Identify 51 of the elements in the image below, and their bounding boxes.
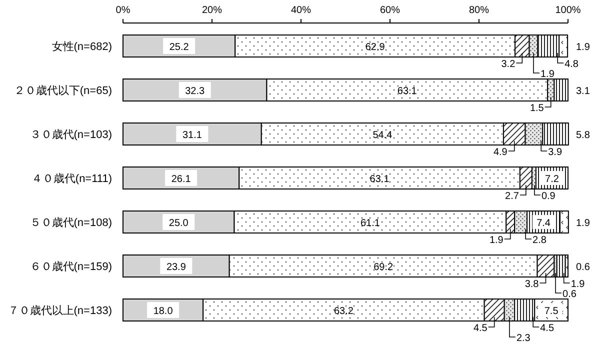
- data-label: 18.0: [153, 306, 174, 317]
- y-tick-label: 女性(n=682): [52, 41, 112, 53]
- data-label: 3.2: [501, 59, 516, 70]
- y-tick-label: ６０歳代(n=159): [30, 260, 112, 273]
- data-label: 0.9: [541, 191, 556, 202]
- data-label: 63.2: [334, 306, 354, 317]
- data-label: 69.2: [374, 262, 394, 273]
- x-tick-label: 40%: [290, 5, 312, 16]
- data-label: 1.9: [576, 42, 590, 53]
- data-label: 2.8: [532, 235, 547, 246]
- data-label: 4.5: [473, 323, 488, 334]
- y-tick-label: ４０歳代(n=111): [31, 172, 112, 185]
- x-tick-label: 80%: [468, 5, 490, 16]
- data-label: 61.1: [360, 218, 380, 229]
- x-tick-label: 0%: [116, 5, 130, 16]
- y-tick-label: ２０歳代以下(n=65): [14, 84, 112, 97]
- data-label: 7.2: [545, 174, 560, 185]
- y-tick-label: ３０歳代(n=103): [30, 128, 112, 141]
- y-tick-label: ７０歳代以上(n=133): [8, 304, 112, 317]
- data-label: 1.9: [489, 235, 504, 246]
- data-label: 25.2: [169, 42, 190, 53]
- x-tick-label: 20%: [202, 5, 222, 16]
- data-label: 7.4: [536, 218, 551, 229]
- y-tick-label: ５０歳代(n=108): [30, 216, 112, 229]
- data-label: 2.3: [516, 333, 531, 344]
- data-label: 3.8: [524, 279, 540, 290]
- data-label: 62.9: [365, 42, 386, 53]
- data-label: 0.6: [562, 289, 577, 300]
- data-label: 1.9: [576, 218, 590, 229]
- data-label: 63.1: [397, 86, 418, 97]
- data-label: 54.4: [372, 130, 393, 141]
- data-label: 23.9: [166, 262, 186, 273]
- data-label: 31.1: [182, 130, 202, 141]
- data-label: 4.5: [540, 323, 554, 334]
- data-label: 7.5: [544, 306, 559, 317]
- data-label: 4.9: [493, 147, 508, 158]
- data-label: 26.1: [171, 174, 192, 185]
- data-label: 1.9: [540, 69, 555, 80]
- data-label: 2.7: [505, 191, 520, 202]
- data-label: 25.0: [168, 218, 189, 229]
- data-label: 3.1: [576, 86, 590, 97]
- x-tick-label: 60%: [380, 5, 400, 16]
- x-tick-label: 100%: [555, 5, 581, 16]
- data-label: 32.3: [185, 86, 206, 97]
- data-label: 4.8: [564, 59, 579, 70]
- data-label: 5.8: [576, 130, 590, 141]
- data-label: 63.1: [370, 174, 390, 185]
- data-label: 1.5: [530, 103, 544, 114]
- data-label: 3.9: [548, 147, 562, 158]
- data-label: 0.6: [576, 262, 590, 273]
- data-label: 1.9: [570, 279, 586, 290]
